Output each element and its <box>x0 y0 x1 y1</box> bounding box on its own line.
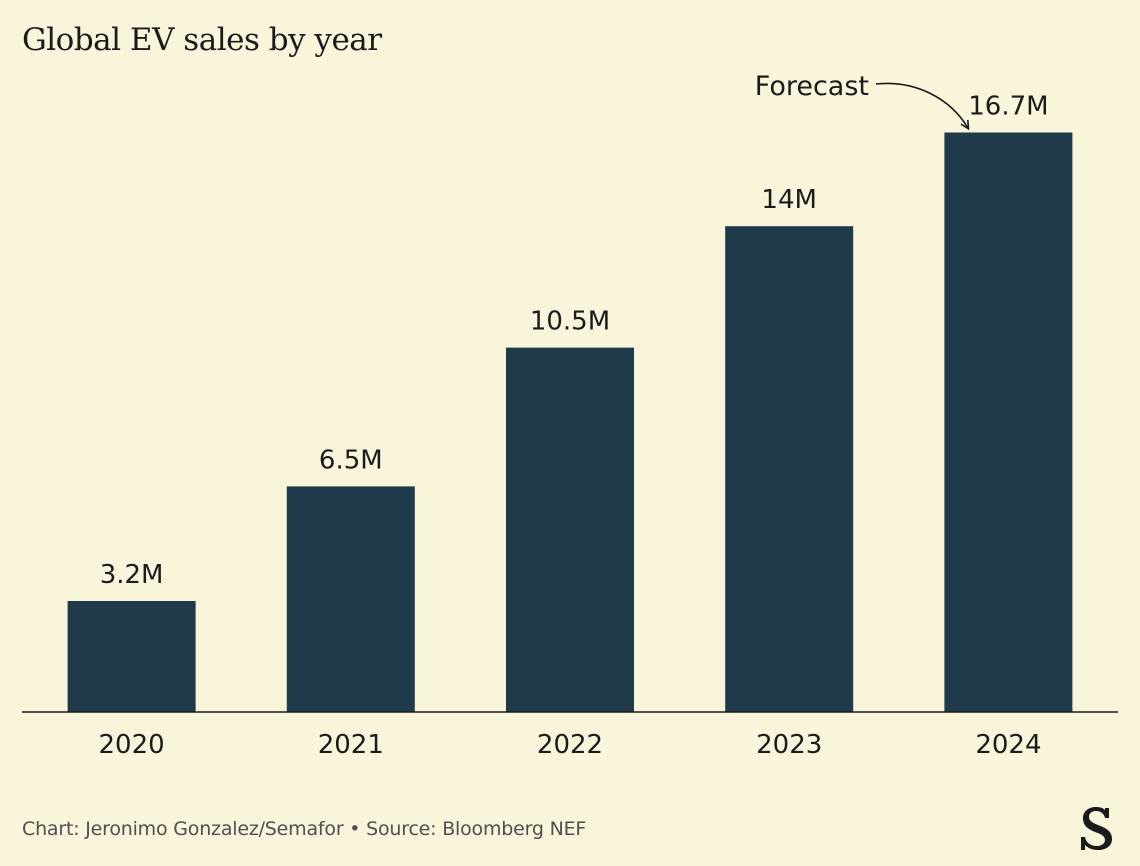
value-label-2020: 3.2M <box>100 560 164 590</box>
bar-2020 <box>67 601 196 712</box>
value-label-2022: 10.5M <box>530 307 610 337</box>
value-label-2023: 14M <box>761 185 817 215</box>
value-label-2024: 16.7M <box>968 92 1048 122</box>
bar-2022 <box>506 347 634 712</box>
x-tick-labels-layer: 2020 2021 2022 2023 2024 <box>99 730 1042 760</box>
value-label-2021: 6.5M <box>319 445 383 475</box>
x-tick-label-2021: 2021 <box>318 730 384 760</box>
semafor-logo-icon <box>1081 807 1112 850</box>
bars-layer <box>67 132 1073 712</box>
x-tick-label-2024: 2024 <box>975 730 1041 760</box>
chart-title: Global EV sales by year <box>22 22 382 58</box>
chart-credit: Chart: Jeronimo Gonzalez/Semafor • Sourc… <box>22 818 587 840</box>
x-tick-label-2023: 2023 <box>756 730 822 760</box>
value-labels-layer: 3.2M 6.5M 10.5M 14M 16.7M <box>100 92 1049 591</box>
forecast-arrow <box>875 82 968 128</box>
forecast-annotation: Forecast <box>755 71 869 102</box>
bar-2021 <box>286 486 415 712</box>
bar-2024 <box>944 132 1073 712</box>
x-tick-label-2020: 2020 <box>99 730 165 760</box>
bar-2023 <box>725 226 854 712</box>
x-tick-label-2022: 2022 <box>537 730 603 760</box>
